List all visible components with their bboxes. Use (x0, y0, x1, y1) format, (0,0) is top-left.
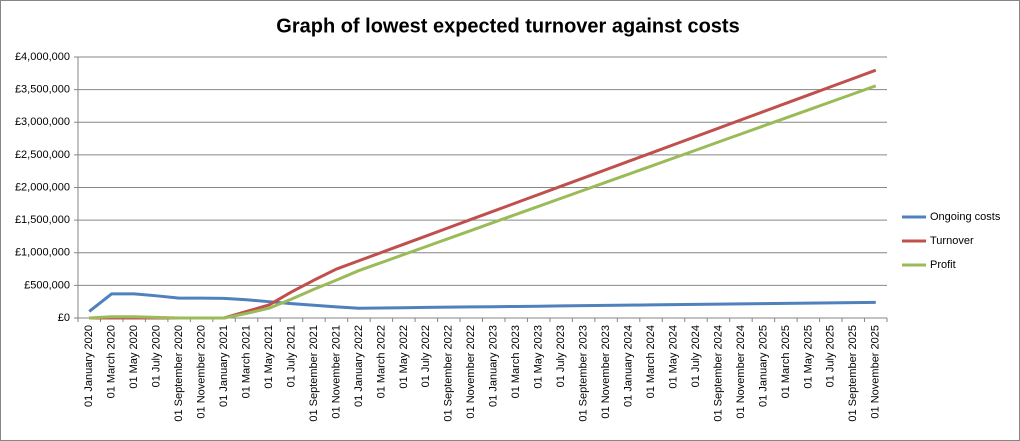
x-tick-label: 01 May 2021 (263, 325, 275, 389)
x-tick-label: 01 March 2021 (240, 325, 252, 398)
x-tick-label: 01 March 2020 (106, 325, 118, 398)
legend-label: Profit (930, 259, 956, 271)
x-tick-label: 01 September 2022 (443, 325, 455, 422)
x-tick-label: 01 July 2024 (690, 325, 702, 387)
x-tick-label: 01 September 2020 (173, 325, 185, 422)
y-tick-label: £2,000,000 (15, 181, 70, 193)
y-tick-label: £3,000,000 (15, 116, 70, 128)
x-tick-label: 01 July 2025 (825, 325, 837, 387)
series-line (89, 84, 877, 320)
x-tick-label: 01 January 2023 (488, 325, 500, 407)
x-tick-label: 01 November 2024 (735, 325, 747, 419)
chart-title: Graph of lowest expected turnover agains… (276, 15, 739, 37)
x-tick-label: 01 May 2024 (667, 325, 679, 389)
x-tick-label: 01 November 2021 (330, 325, 342, 419)
x-tick-label: 01 November 2022 (465, 325, 477, 419)
legend-label: Ongoing costs (930, 211, 1001, 223)
x-tick-label: 01 July 2020 (151, 325, 163, 387)
x-tick-label: 01 March 2025 (780, 325, 792, 398)
x-tick-label: 01 January 2021 (218, 325, 230, 407)
x-tick-label: 01 January 2022 (353, 325, 365, 407)
x-tick-label: 01 May 2020 (128, 325, 140, 389)
y-tick-label: £1,000,000 (15, 247, 70, 259)
x-tick-label: 01 May 2022 (398, 325, 410, 389)
x-tick-label: 01 March 2024 (645, 325, 657, 398)
x-tick-label: 01 September 2023 (578, 325, 590, 422)
y-tick-label: £1,500,000 (15, 214, 70, 226)
x-tick-label: 01 March 2022 (375, 325, 387, 398)
x-tick-label: 01 July 2022 (420, 325, 432, 387)
y-tick-label: £2,500,000 (15, 149, 70, 161)
x-tick-label: 01 September 2025 (847, 325, 859, 422)
x-tick-label: 01 January 2024 (622, 325, 634, 407)
series-line (88, 292, 876, 313)
x-tick-label: 01 September 2021 (308, 325, 320, 422)
x-tick-label: 01 January 2020 (83, 325, 95, 407)
x-tick-label: 01 July 2023 (555, 325, 567, 387)
x-tick-label: 01 September 2024 (712, 325, 724, 422)
x-tick-label: 01 November 2023 (600, 325, 612, 419)
x-tick-label: 01 November 2020 (196, 325, 208, 419)
x-tick-label: 01 November 2025 (870, 325, 882, 419)
x-tick-label: 01 May 2025 (802, 325, 814, 389)
y-tick-label: £4,000,000 (15, 51, 70, 63)
x-tick-label: 01 March 2023 (510, 325, 522, 398)
y-tick-label: £3,500,000 (15, 84, 70, 96)
y-tick-label: £0 (58, 312, 70, 324)
x-tick-label: 01 July 2021 (285, 325, 297, 387)
legend-label: Turnover (930, 235, 974, 247)
y-tick-label: £500,000 (24, 279, 70, 291)
x-tick-label: 01 May 2023 (533, 325, 545, 389)
x-tick-label: 01 January 2025 (757, 325, 769, 407)
